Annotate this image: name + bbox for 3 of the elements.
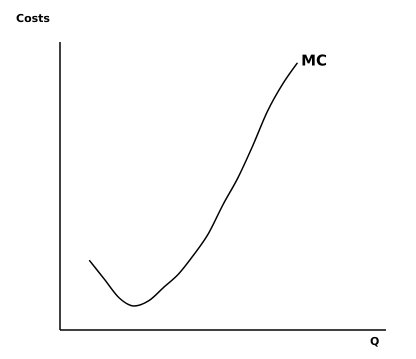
x-axis-title: Q [370,335,380,348]
y-axis-title: Costs [16,12,50,25]
series-label: MC [301,51,328,70]
